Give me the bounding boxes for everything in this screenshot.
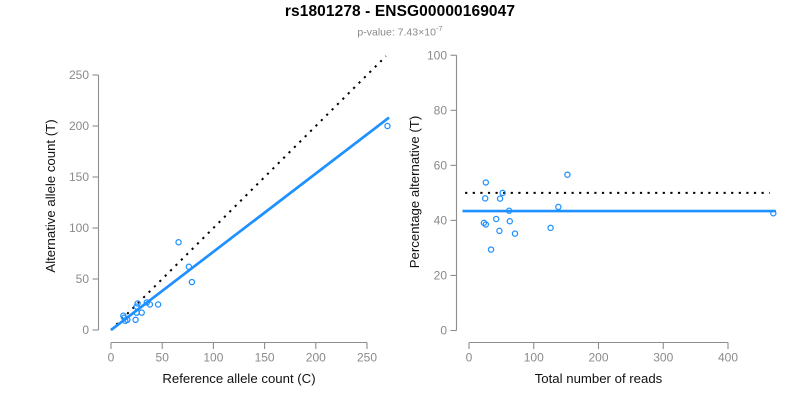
data-point [547,224,554,232]
x-tick-label: 200 [588,351,608,365]
y-tick-label: 150 [69,170,89,184]
data-point [482,221,490,228]
x-tick-label: 400 [718,351,738,365]
x-axis-title: Total number of reads [535,371,663,386]
y-tick-label: 40 [434,214,448,228]
x-tick-label: 250 [357,351,377,365]
data-point [496,227,503,235]
data-point [492,215,500,223]
y-tick-label: 0 [440,324,447,338]
y-tick-label: 20 [434,269,448,283]
x-tick-label: 300 [653,351,673,365]
x-tick-label: 50 [156,351,170,365]
data-point [185,263,193,270]
y-tick-label: 60 [434,159,448,173]
x-tick-label: 150 [255,351,275,365]
y-tick-label: 100 [69,221,89,235]
data-point [506,218,514,225]
data-point [146,301,154,308]
data-point [133,303,140,310]
x-tick-label: 100 [524,351,544,365]
data-point [481,195,489,202]
data-point [482,179,490,186]
data-point [384,122,391,130]
figure-subtitle: p-value: 7.43×10-7 [0,24,800,39]
y-axis-title: Alternative allele count (T) [43,119,58,272]
x-tick-label: 100 [203,351,223,365]
y-tick-label: 250 [69,68,89,82]
data-point [496,195,504,202]
data-point [132,316,139,324]
y-axis-title: Percentage alternative (T) [407,116,422,268]
data-point [564,171,571,178]
data-point [555,203,562,211]
x-tick-label: 0 [108,351,115,365]
data-point [138,309,145,316]
x-tick-label: 200 [306,351,326,365]
y-tick-label: 100 [427,48,447,62]
pvalue-text: p-value: 7.43×10 [357,26,436,39]
data-point [188,278,196,286]
fit-line [110,116,390,332]
data-point [499,189,506,197]
x-axis-title: Reference allele count (C) [162,371,315,386]
pvalue-exponent: -7 [435,24,443,33]
y-tick-label: 80 [434,104,448,118]
data-point [124,316,131,324]
data-point [505,207,513,214]
data-point [511,230,519,237]
data-point [175,239,182,246]
y-tick-label: 0 [82,323,89,337]
data-point [770,210,777,217]
identity-line [110,55,387,331]
x-tick-label: 0 [466,351,473,365]
y-tick-label: 50 [76,272,90,286]
data-point [487,246,495,253]
y-tick-label: 200 [69,119,89,133]
figure-title: rs1801278 - ENSG00000169047 [284,3,516,20]
data-point [134,300,141,307]
data-point [154,301,162,308]
